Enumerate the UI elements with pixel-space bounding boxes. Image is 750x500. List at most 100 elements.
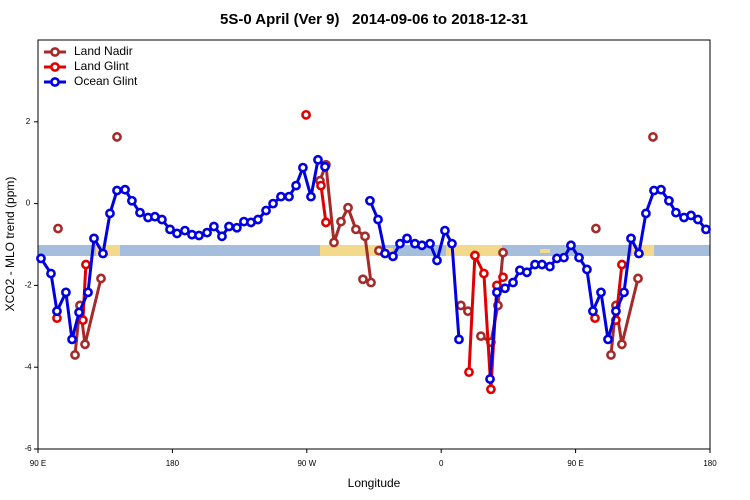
- legend-marker: [50, 47, 60, 57]
- data-point: [366, 277, 376, 288]
- data-point: [53, 223, 63, 234]
- data-point: [157, 214, 167, 225]
- data-point: [582, 264, 592, 275]
- data-point: [616, 339, 627, 350]
- data-point: [470, 250, 480, 261]
- data-point: [67, 334, 77, 345]
- series-line: [39, 156, 708, 380]
- data-point: [261, 205, 271, 216]
- data-point: [559, 252, 569, 263]
- data-point: [329, 237, 339, 248]
- data-point: [537, 259, 547, 270]
- surface-band: [38, 245, 710, 256]
- data-point: [316, 180, 326, 191]
- data-point: [253, 214, 263, 225]
- data-point: [671, 207, 681, 218]
- data-point: [365, 195, 375, 206]
- data-point: [232, 222, 242, 233]
- data-point: [606, 350, 616, 360]
- data-point: [52, 306, 62, 317]
- data-point: [321, 217, 331, 228]
- data-point: [485, 374, 495, 384]
- plot-frame: [37, 39, 711, 450]
- x-tick-label: 90 E: [30, 459, 46, 468]
- data-point: [522, 267, 532, 278]
- data-point: [209, 221, 219, 232]
- data-point: [395, 238, 405, 249]
- data-point: [380, 248, 390, 259]
- legend-label: Ocean Glint: [74, 74, 138, 88]
- data-point: [693, 214, 703, 225]
- data-point: [603, 334, 613, 345]
- data-point: [78, 315, 88, 326]
- data-point: [591, 223, 601, 234]
- data-point: [80, 339, 90, 350]
- data-point: [268, 198, 278, 209]
- y-tick-label: 2: [26, 117, 31, 126]
- data-point: [46, 268, 56, 279]
- data-point: [320, 161, 330, 172]
- data-point: [74, 307, 84, 318]
- data-point: [648, 132, 658, 142]
- data-point: [351, 224, 361, 235]
- x-tick-label: 90 W: [297, 459, 316, 468]
- data-point: [566, 240, 576, 251]
- data-point: [492, 287, 502, 298]
- legend-marker: [50, 77, 60, 87]
- data-point: [701, 224, 711, 235]
- legend-label: Land Nadir: [74, 44, 133, 58]
- data-point: [217, 231, 227, 242]
- data-point: [298, 162, 308, 173]
- data-point: [664, 195, 674, 206]
- data-point: [373, 214, 383, 225]
- data-point: [656, 184, 666, 195]
- x-tick-label: 90 E: [567, 459, 583, 468]
- data-point: [61, 287, 71, 298]
- data-point: [402, 233, 412, 244]
- data-point: [596, 287, 606, 298]
- data-point: [454, 334, 464, 345]
- data-point: [358, 274, 368, 285]
- data-point: [432, 255, 442, 266]
- data-point: [641, 208, 651, 219]
- y-tick-label: 0: [26, 199, 31, 208]
- legend-marker: [50, 62, 60, 72]
- data-point: [194, 230, 204, 241]
- data-point: [500, 283, 510, 294]
- data-point: [172, 228, 182, 239]
- data-point: [545, 261, 555, 272]
- data-point: [120, 184, 130, 195]
- data-point: [456, 300, 466, 311]
- data-point: [633, 273, 643, 284]
- data-point: [301, 109, 311, 120]
- data-point: [336, 216, 346, 227]
- data-point: [619, 287, 629, 298]
- data-point: [96, 273, 106, 284]
- data-point: [306, 191, 316, 202]
- data-point: [486, 384, 496, 395]
- data-point: [425, 238, 435, 249]
- data-point: [447, 238, 457, 249]
- data-point: [112, 185, 122, 196]
- data-point: [83, 287, 93, 298]
- data-point: [127, 195, 137, 206]
- data-point: [81, 259, 91, 270]
- data-point: [343, 202, 353, 213]
- data-point: [463, 306, 473, 317]
- legend-label: Land Glint: [74, 59, 129, 73]
- data-point: [574, 252, 584, 263]
- data-point: [498, 272, 508, 283]
- data-point: [634, 248, 644, 259]
- data-point: [276, 191, 286, 202]
- data-point: [70, 350, 80, 360]
- data-point: [464, 367, 474, 378]
- data-point: [508, 277, 518, 288]
- data-point: [479, 268, 489, 279]
- data-point: [626, 233, 636, 244]
- data-point: [98, 248, 108, 259]
- data-point: [224, 221, 234, 232]
- y-tick-label: -2: [24, 281, 32, 290]
- data-point: [135, 207, 145, 218]
- x-tick-label: 0: [439, 459, 444, 468]
